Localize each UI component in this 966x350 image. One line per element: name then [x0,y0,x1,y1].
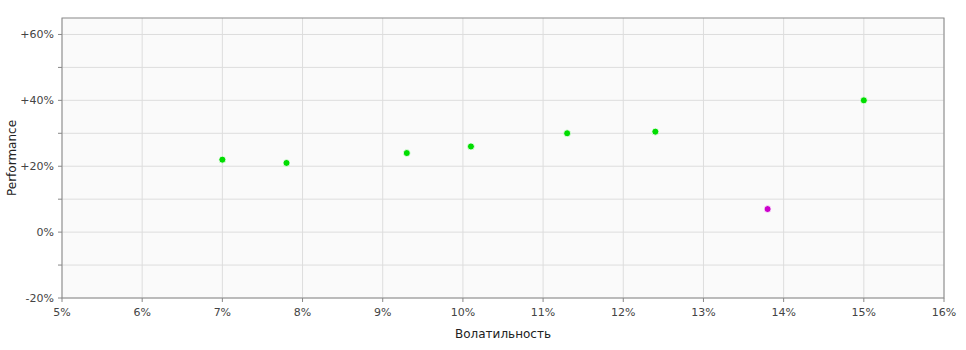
plot-frame [62,18,944,298]
x-grid-line [142,18,143,298]
scatter-point [403,150,410,157]
x-grid-line [623,18,624,298]
x-tick-label: 11% [531,306,555,319]
y-tick [58,67,62,68]
x-tick [783,298,784,302]
y-grid-line [62,67,944,68]
y-tick-label: +60% [20,28,54,41]
series-1 [764,206,771,213]
x-tick [382,298,383,302]
x-tick-label: 14% [771,306,795,319]
x-tick-label: 10% [451,306,475,319]
x-grid-line [382,18,383,298]
x-tick-label: 15% [852,306,876,319]
x-grid-line [543,18,544,298]
chart-svg: 5% 6% 7% 8% 9% 10% 11% 12% 13% 14% 15% 16% -20% 0% +20… [0,0,966,350]
y-tick [58,166,62,167]
y-grid-line [62,133,944,134]
marks [219,97,867,213]
series-0 [219,97,867,167]
y-tick-label: +20% [20,160,54,173]
x-axis-label: Волатильность [455,327,551,341]
x-grid-line [703,18,704,298]
y-grid-line [62,100,944,101]
x-tick [462,298,463,302]
axes: 5% 6% 7% 8% 9% 10% 11% 12% 13% 14% 15% 16% -20% 0% +20… [20,18,956,319]
y-tick [58,232,62,233]
scatter-point [283,159,290,166]
y-grid-line [62,232,944,233]
y-tick [58,199,62,200]
y-tick [58,34,62,35]
x-tick [944,298,945,302]
x-grid-line [863,18,864,298]
y-tick [58,100,62,101]
x-tick [543,298,544,302]
scatter-point [764,206,771,213]
scatter-point [467,143,474,150]
scatter-point [219,156,226,163]
x-tick [863,298,864,302]
x-grid-line [302,18,303,298]
y-grid-line [62,34,944,35]
x-tick [703,298,704,302]
y-grid-line [62,166,944,167]
x-tick-label: 7% [214,306,231,319]
y-tick [58,298,62,299]
plot-background [62,18,944,298]
x-tick [222,298,223,302]
y-grid-line [62,199,944,200]
x-tick [62,298,63,302]
x-grid-line [462,18,463,298]
x-tick-label: 16% [932,306,956,319]
x-tick-label: 5% [53,306,70,319]
y-tick [58,133,62,134]
y-axis-label: Performance [5,120,19,196]
y-tick-label: -20% [26,292,54,305]
page: {"chart_data": { "type": "scatter", "xla… [0,0,966,350]
x-tick-label: 9% [374,306,391,319]
y-grid-line [62,265,944,266]
y-tick-label: 0% [37,226,54,239]
x-tick-label: 12% [611,306,635,319]
scatter-point [860,97,867,104]
y-tick [58,265,62,266]
grid [62,18,944,298]
x-grid-line [783,18,784,298]
scatter-point [652,128,659,135]
x-tick [302,298,303,302]
x-tick-label: 8% [294,306,311,319]
chart-container: 5% 6% 7% 8% 9% 10% 11% 12% 13% 14% 15% 16% -20% 0% +20… [0,0,966,350]
x-tick [142,298,143,302]
scatter-point [564,130,571,137]
x-tick-label: 6% [133,306,150,319]
y-tick-label: +40% [20,94,54,107]
x-tick-label: 13% [691,306,715,319]
x-tick [623,298,624,302]
